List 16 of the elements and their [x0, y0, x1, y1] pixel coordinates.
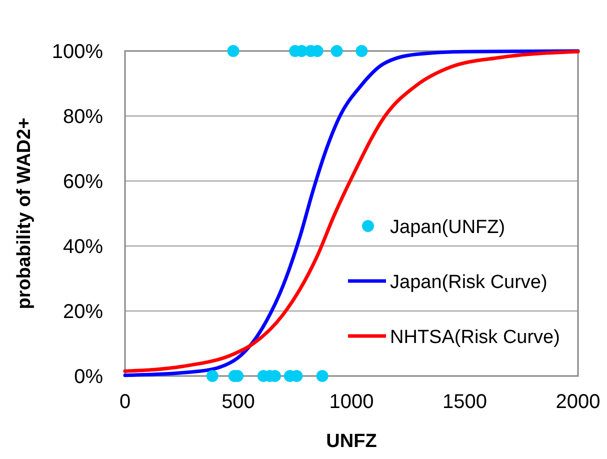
- y-tick-label: 100%: [52, 41, 104, 63]
- legend-label: Japan(UNFZ): [390, 217, 506, 238]
- legend-label: Japan(Risk Curve): [390, 272, 548, 293]
- x-tick-label: 2000: [556, 391, 600, 413]
- legend-label: NHTSA(Risk Curve): [390, 327, 560, 348]
- x-tick-label: 1000: [329, 391, 374, 413]
- y-tick-label: 80%: [62, 106, 104, 128]
- y-axis-title: probability of WAD2+: [14, 118, 35, 310]
- x-tick-label: 1500: [442, 391, 487, 413]
- y-tick-label: 60%: [62, 171, 104, 193]
- x-tick-label: 0: [119, 391, 131, 413]
- y-tick-label: 40%: [62, 236, 104, 258]
- x-axis-title: UNFZ: [326, 431, 378, 452]
- y-tick-label: 20%: [62, 301, 104, 323]
- x-tick-label: 500: [222, 391, 255, 413]
- y-tick-label: 0%: [74, 366, 104, 388]
